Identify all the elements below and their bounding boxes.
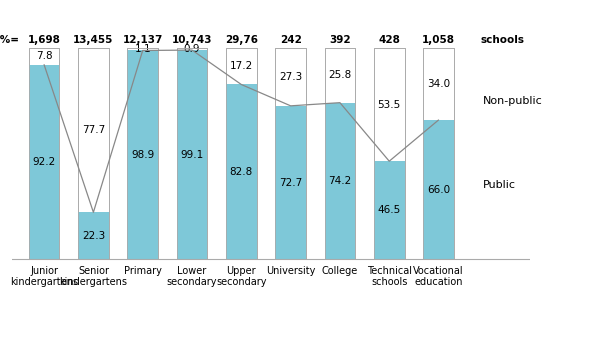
Bar bbox=[423, 48, 454, 260]
Bar bbox=[226, 48, 256, 260]
Text: secondary: secondary bbox=[167, 277, 217, 287]
Text: 7.8: 7.8 bbox=[36, 51, 52, 62]
Bar bbox=[78, 48, 109, 260]
Text: 66.0: 66.0 bbox=[427, 185, 450, 195]
Bar bbox=[374, 48, 405, 260]
Text: 17.2: 17.2 bbox=[230, 61, 253, 71]
Text: 82.8: 82.8 bbox=[230, 167, 253, 177]
Text: 13,455: 13,455 bbox=[73, 35, 114, 45]
Bar bbox=[374, 48, 405, 260]
Text: kindergartens: kindergartens bbox=[10, 277, 78, 287]
Text: Technical: Technical bbox=[367, 266, 412, 276]
Text: Vocational: Vocational bbox=[413, 266, 464, 276]
Bar bbox=[226, 48, 256, 260]
Text: 34.0: 34.0 bbox=[427, 79, 450, 89]
Text: Public: Public bbox=[482, 180, 515, 191]
Bar bbox=[29, 48, 60, 260]
Text: Non-public: Non-public bbox=[482, 96, 542, 106]
Bar bbox=[177, 50, 207, 260]
Text: 25.8: 25.8 bbox=[328, 70, 352, 80]
Text: 92.2: 92.2 bbox=[33, 157, 56, 167]
Text: kindergartens: kindergartens bbox=[60, 277, 128, 287]
Text: Upper: Upper bbox=[226, 266, 256, 276]
Bar bbox=[177, 48, 207, 260]
Bar bbox=[374, 161, 405, 260]
Bar bbox=[177, 48, 207, 260]
Text: 53.5: 53.5 bbox=[377, 100, 401, 110]
Text: education: education bbox=[414, 277, 463, 287]
Bar bbox=[78, 212, 109, 260]
Text: Primary: Primary bbox=[124, 266, 162, 276]
Bar bbox=[423, 48, 454, 260]
Text: 29,76: 29,76 bbox=[225, 35, 258, 45]
Bar bbox=[29, 65, 60, 260]
Text: 242: 242 bbox=[280, 35, 302, 45]
Text: College: College bbox=[322, 266, 358, 276]
Text: 0.9: 0.9 bbox=[184, 44, 200, 54]
Text: 98.9: 98.9 bbox=[131, 150, 154, 160]
Bar bbox=[324, 48, 355, 260]
Text: schools: schools bbox=[371, 277, 408, 287]
Bar bbox=[275, 106, 306, 260]
Bar bbox=[29, 48, 60, 260]
Text: 10,743: 10,743 bbox=[172, 35, 213, 45]
Bar bbox=[78, 48, 109, 260]
Text: 100%=: 100%= bbox=[0, 35, 19, 45]
Bar bbox=[275, 48, 306, 260]
Bar bbox=[423, 120, 454, 260]
Text: Senior: Senior bbox=[78, 266, 109, 276]
Text: Junior: Junior bbox=[30, 266, 58, 276]
Bar bbox=[226, 84, 256, 260]
Text: 12,137: 12,137 bbox=[123, 35, 163, 45]
Text: 392: 392 bbox=[329, 35, 351, 45]
Text: schools: schools bbox=[481, 35, 525, 45]
Bar bbox=[128, 48, 158, 260]
Bar bbox=[128, 50, 158, 260]
Text: 428: 428 bbox=[378, 35, 400, 45]
Bar bbox=[275, 48, 306, 260]
Text: 1,698: 1,698 bbox=[28, 35, 61, 45]
Text: secondary: secondary bbox=[216, 277, 267, 287]
Text: 74.2: 74.2 bbox=[328, 176, 352, 186]
Bar bbox=[324, 48, 355, 260]
Bar bbox=[324, 103, 355, 260]
Text: 99.1: 99.1 bbox=[181, 150, 203, 160]
Text: 27.3: 27.3 bbox=[279, 72, 302, 82]
Text: 1,058: 1,058 bbox=[422, 35, 455, 45]
Text: 77.7: 77.7 bbox=[82, 125, 105, 135]
Text: 22.3: 22.3 bbox=[82, 231, 105, 241]
Text: University: University bbox=[266, 266, 315, 276]
Text: 46.5: 46.5 bbox=[377, 205, 401, 215]
Text: 72.7: 72.7 bbox=[279, 178, 302, 188]
Text: 1.1: 1.1 bbox=[134, 44, 151, 54]
Text: Lower: Lower bbox=[178, 266, 206, 276]
Bar bbox=[128, 48, 158, 260]
